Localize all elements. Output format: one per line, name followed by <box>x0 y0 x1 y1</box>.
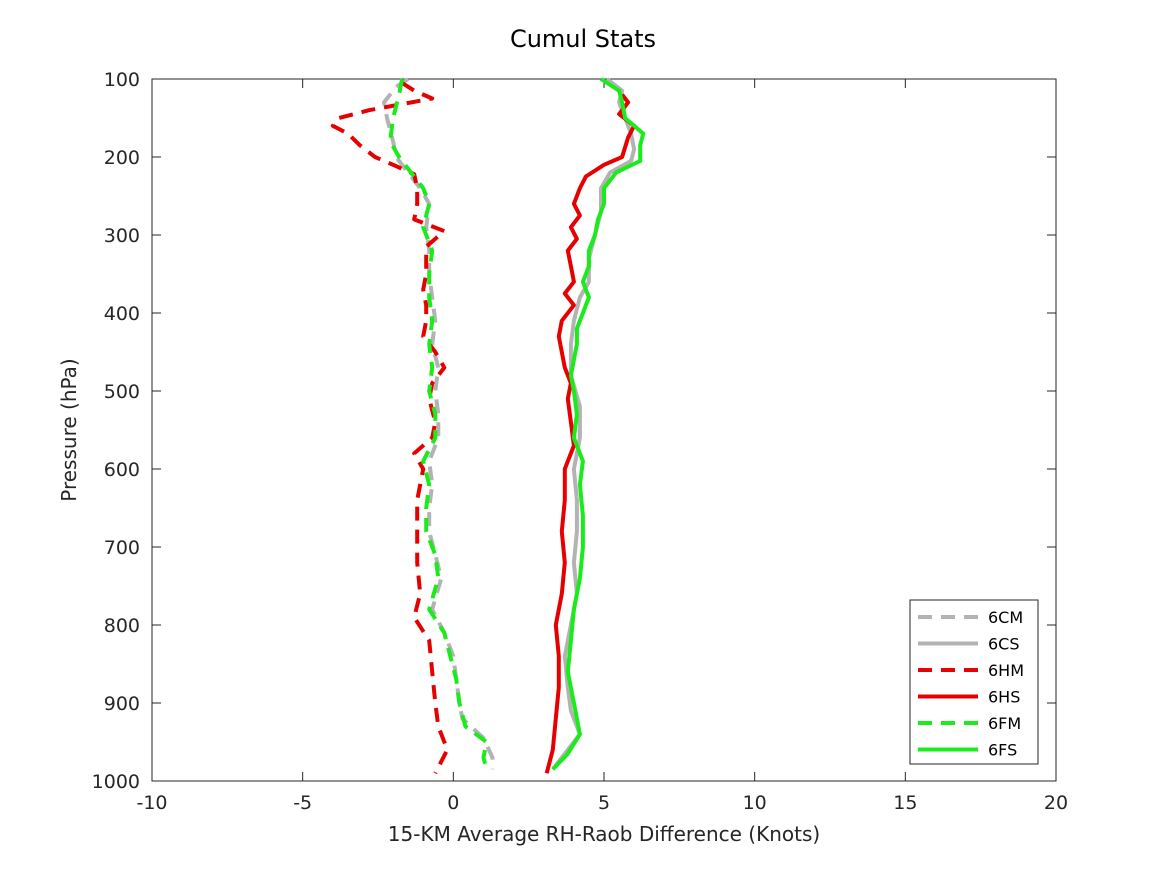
x-tick-label: 0 <box>447 792 459 814</box>
y-tick-label: 700 <box>104 537 140 559</box>
x-axis-label: 15-KM Average RH-Raob Difference (Knots) <box>388 822 820 846</box>
x-tick-label: 20 <box>1044 792 1068 814</box>
x-tick-label: 10 <box>743 792 767 814</box>
x-tick-label: 5 <box>598 792 610 814</box>
series-line-6FM <box>388 78 489 770</box>
y-tick-label: 200 <box>104 147 140 169</box>
series-line-6HM <box>330 81 450 775</box>
x-tick-label: -5 <box>293 792 312 814</box>
series-line-6CS <box>551 77 637 771</box>
legend: 6CM 6CS 6HM 6HS 6FM 6FS <box>909 599 1039 765</box>
y-tick-label: 500 <box>104 381 140 403</box>
legend-label: 6HM <box>988 661 1024 680</box>
legend-label: 6CS <box>988 635 1020 654</box>
y-tick-label: 600 <box>104 459 140 481</box>
y-tick-label: 300 <box>104 225 140 247</box>
legend-label: 6HS <box>988 688 1020 707</box>
x-tick-label: 15 <box>893 792 917 814</box>
series-line-6HS <box>544 93 637 774</box>
y-tick-label: 400 <box>104 303 140 325</box>
y-tick-label: 100 <box>104 69 140 91</box>
series-line-6FS <box>551 77 646 771</box>
y-tick-label: 800 <box>104 615 140 637</box>
legend-box <box>909 599 1039 765</box>
legend-label: 6FS <box>988 741 1017 760</box>
legend-label: 6FM <box>988 714 1021 733</box>
legend-label: 6CM <box>988 608 1023 627</box>
x-tick-label: -10 <box>136 792 167 814</box>
y-tick-label: 900 <box>104 693 140 715</box>
y-tick-label: 1000 <box>92 771 140 793</box>
series-layer <box>330 77 646 775</box>
series-line-6CM <box>382 77 495 770</box>
chart-title: Cumul Stats <box>510 25 656 53</box>
y-axis-label: Pressure (hPa) <box>57 358 81 501</box>
